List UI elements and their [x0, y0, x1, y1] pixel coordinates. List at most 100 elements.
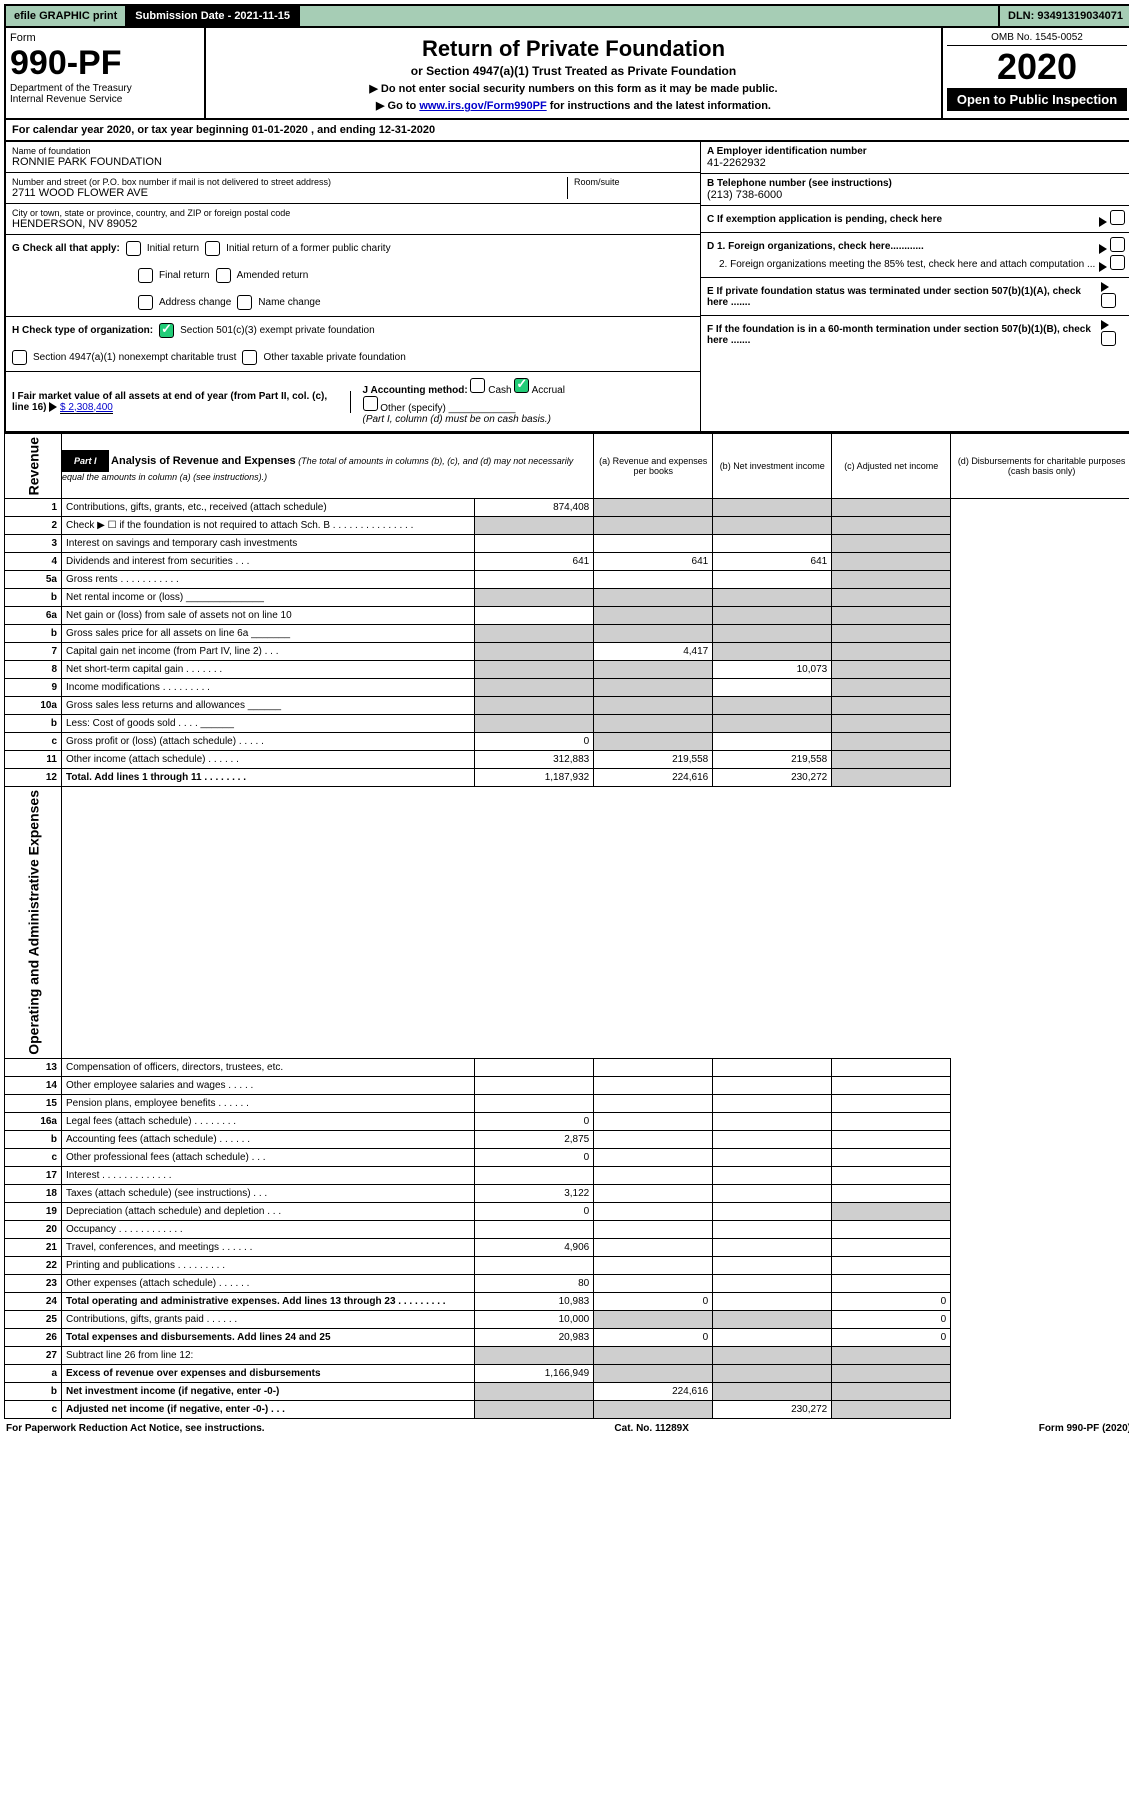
- chk-initial-former[interactable]: [205, 241, 220, 256]
- amount-cell: [594, 1221, 713, 1239]
- amount-cell: [713, 1293, 832, 1311]
- chk-cash[interactable]: [470, 378, 485, 393]
- amount-cell: [594, 1059, 713, 1077]
- chk-f[interactable]: [1101, 331, 1116, 346]
- table-row: 24 Total operating and administrative ex…: [5, 1293, 1129, 1311]
- chk-other[interactable]: [363, 396, 378, 411]
- amount-cell: [475, 1383, 594, 1401]
- amount-cell: [713, 643, 832, 661]
- amount-cell: [832, 1221, 951, 1239]
- opt-accrual: Accrual: [532, 385, 565, 396]
- row-label: Subtract line 26 from line 12:: [62, 1347, 475, 1365]
- row-num: 7: [5, 643, 62, 661]
- amount-cell: [832, 661, 951, 679]
- d1-label: D 1. Foreign organizations, check here..…: [707, 241, 924, 252]
- row-label: Total operating and administrative expen…: [62, 1293, 475, 1311]
- row-num: 5a: [5, 571, 62, 589]
- line2-post: for instructions and the latest informat…: [547, 100, 771, 112]
- amount-cell: [594, 1257, 713, 1275]
- amount-cell: 874,408: [475, 499, 594, 517]
- amount-cell: [832, 1383, 951, 1401]
- foundation-name: RONNIE PARK FOUNDATION: [12, 156, 162, 168]
- amount-cell: 10,983: [475, 1293, 594, 1311]
- name-label: Name of foundation: [12, 146, 694, 156]
- opt-final: Final return: [159, 270, 210, 281]
- amount-cell: [832, 751, 951, 769]
- chk-initial[interactable]: [126, 241, 141, 256]
- row-num: 24: [5, 1293, 62, 1311]
- amount-cell: [475, 1077, 594, 1095]
- efile-label[interactable]: efile GRAPHIC print: [6, 6, 127, 26]
- col-d: (d) Disbursements for charitable purpose…: [951, 434, 1129, 499]
- row-num: 19: [5, 1203, 62, 1221]
- table-row: 11 Other income (attach schedule) . . . …: [5, 751, 1129, 769]
- form-link[interactable]: www.irs.gov/Form990PF: [419, 100, 546, 112]
- table-row: 22 Printing and publications . . . . . .…: [5, 1257, 1129, 1275]
- row-num: c: [5, 1401, 62, 1419]
- row-num: 20: [5, 1221, 62, 1239]
- amount-cell: [713, 1365, 832, 1383]
- chk-e[interactable]: [1101, 293, 1116, 308]
- amount-cell: [832, 1257, 951, 1275]
- amount-cell: [475, 589, 594, 607]
- row-num: 18: [5, 1185, 62, 1203]
- col-b: (b) Net investment income: [713, 434, 832, 499]
- amount-cell: [713, 1185, 832, 1203]
- amount-cell: [713, 1095, 832, 1113]
- amount-cell: [594, 1095, 713, 1113]
- amount-cell: [713, 1275, 832, 1293]
- amount-cell: [594, 1401, 713, 1419]
- i-value[interactable]: $ 2,308,400: [60, 402, 113, 414]
- amount-cell: 0: [475, 1113, 594, 1131]
- phone-label: B Telephone number (see instructions): [707, 178, 892, 189]
- opt-cash: Cash: [488, 385, 511, 396]
- room-label: Room/suite: [574, 177, 694, 187]
- chk-final[interactable]: [138, 268, 153, 283]
- ein-label: A Employer identification number: [707, 146, 867, 157]
- chk-501c3[interactable]: [159, 323, 174, 338]
- opt-other-tax: Other taxable private foundation: [263, 352, 405, 363]
- amount-cell: [832, 1401, 951, 1419]
- amount-cell: [594, 1347, 713, 1365]
- amount-cell: [594, 625, 713, 643]
- amount-cell: 0: [475, 1149, 594, 1167]
- table-row: c Other professional fees (attach schedu…: [5, 1149, 1129, 1167]
- col-a: (a) Revenue and expenses per books: [594, 434, 713, 499]
- expenses-side-label: Operating and Administrative Expenses: [5, 787, 62, 1059]
- row-label: Travel, conferences, and meetings . . . …: [62, 1239, 475, 1257]
- arrow-icon-d2: [1099, 262, 1107, 272]
- row-num: a: [5, 1365, 62, 1383]
- amount-cell: [832, 571, 951, 589]
- chk-accrual[interactable]: [514, 378, 529, 393]
- chk-d1[interactable]: [1110, 237, 1125, 252]
- row-label: Income modifications . . . . . . . . .: [62, 679, 475, 697]
- phone: (213) 738-6000: [707, 189, 782, 201]
- amount-cell: 641: [713, 553, 832, 571]
- amount-cell: [713, 571, 832, 589]
- amount-cell: [832, 517, 951, 535]
- row-num: 4: [5, 553, 62, 571]
- row-label: Other employee salaries and wages . . . …: [62, 1077, 475, 1095]
- amount-cell: 2,875: [475, 1131, 594, 1149]
- row-num: b: [5, 715, 62, 733]
- row-num: 10a: [5, 697, 62, 715]
- amount-cell: [475, 1095, 594, 1113]
- form-subtitle: or Section 4947(a)(1) Trust Treated as P…: [212, 64, 935, 78]
- chk-name[interactable]: [237, 295, 252, 310]
- chk-address[interactable]: [138, 295, 153, 310]
- table-row: b Gross sales price for all assets on li…: [5, 625, 1129, 643]
- amount-cell: 0: [832, 1311, 951, 1329]
- row-num: b: [5, 589, 62, 607]
- amount-cell: [475, 1347, 594, 1365]
- table-row: 2 Check ▶ ☐ if the foundation is not req…: [5, 517, 1129, 535]
- amount-cell: [832, 1239, 951, 1257]
- chk-c[interactable]: [1110, 210, 1125, 225]
- table-row: 27 Subtract line 26 from line 12:: [5, 1347, 1129, 1365]
- chk-other-tax[interactable]: [242, 350, 257, 365]
- amount-cell: [713, 1131, 832, 1149]
- amount-cell: [832, 733, 951, 751]
- chk-amended[interactable]: [216, 268, 231, 283]
- chk-4947[interactable]: [12, 350, 27, 365]
- chk-d2[interactable]: [1110, 255, 1125, 270]
- table-row: b Net rental income or (loss) __________…: [5, 589, 1129, 607]
